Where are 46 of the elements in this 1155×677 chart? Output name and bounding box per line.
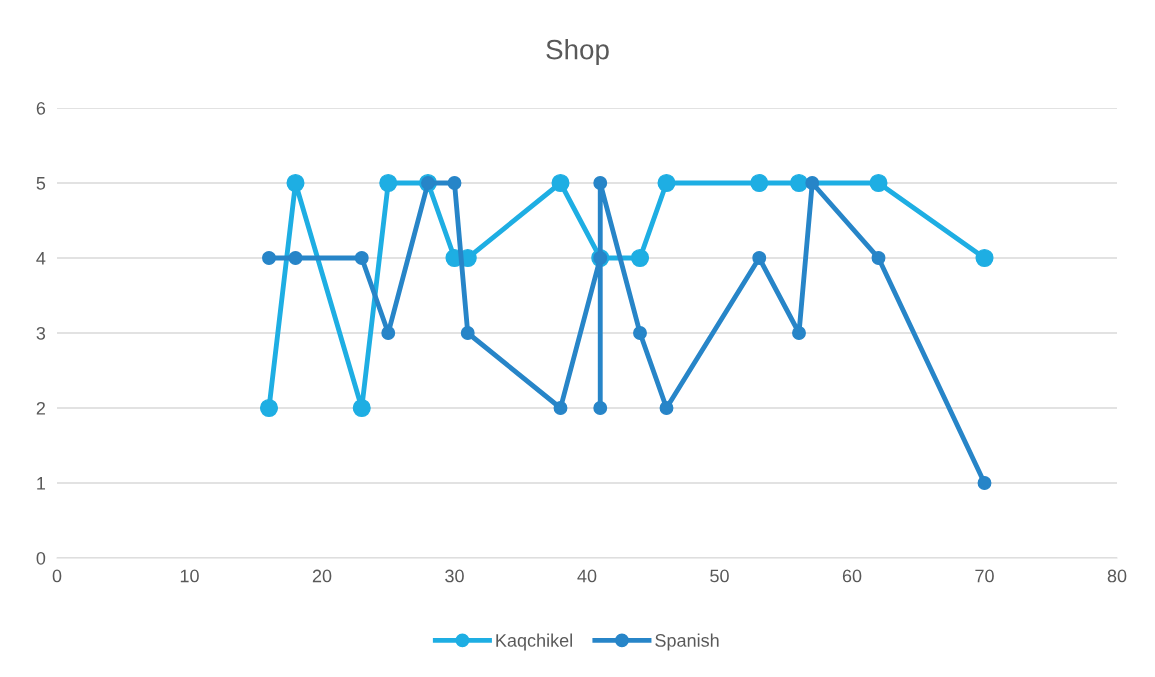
- y-tick-label: 2: [36, 401, 45, 415]
- point: [752, 251, 767, 265]
- y-tick-label: 3: [36, 326, 46, 340]
- point: [630, 248, 650, 268]
- chart-title: Shop: [546, 39, 609, 65]
- y-tick-label: 6: [36, 101, 46, 115]
- point: [869, 173, 888, 193]
- x-tick-label: 50: [710, 569, 729, 583]
- point: [792, 326, 806, 340]
- y-tick-label: 0: [36, 551, 46, 565]
- point: [262, 251, 276, 265]
- point: [659, 401, 674, 415]
- point: [805, 176, 820, 190]
- point: [633, 326, 647, 340]
- point: [977, 476, 992, 490]
- point: [871, 251, 886, 265]
- point: [288, 251, 303, 265]
- point: [789, 173, 809, 193]
- legend-label: Spanish: [655, 633, 719, 651]
- point: [381, 326, 396, 340]
- point: [593, 401, 608, 415]
- x-tick-label: 10: [180, 569, 199, 583]
- x-tick-label: 0: [52, 569, 62, 583]
- point: [657, 173, 676, 193]
- x-tick-label: 40: [577, 569, 597, 583]
- point: [354, 251, 369, 265]
- point: [259, 398, 279, 418]
- point: [379, 173, 398, 193]
- x-tick-label: 60: [842, 569, 862, 583]
- point: [553, 401, 568, 415]
- point: [447, 176, 462, 190]
- point: [593, 176, 608, 190]
- x-tick-label: 70: [975, 569, 994, 583]
- x-tick-label: 80: [1107, 569, 1127, 583]
- legend-label: Kaqchikel: [496, 633, 572, 651]
- y-tick-label: 4: [36, 252, 46, 265]
- point: [975, 248, 994, 268]
- y-tick-label: 1: [37, 477, 46, 490]
- y-tick-label: 5: [36, 177, 46, 190]
- x-tick-label: 20: [312, 569, 332, 583]
- point: [750, 173, 769, 193]
- x-tick-label: 30: [445, 569, 464, 583]
- point: [551, 173, 570, 193]
- point: [352, 398, 371, 418]
- point: [460, 326, 475, 340]
- point: [286, 173, 305, 193]
